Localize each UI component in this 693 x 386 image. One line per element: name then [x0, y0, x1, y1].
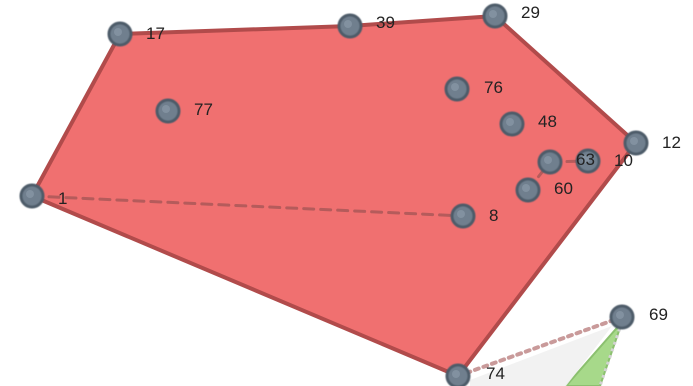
gray-wedge-partial — [470, 326, 612, 386]
node-label-63: 63 — [576, 150, 595, 169]
edge-74-69 — [456, 315, 624, 378]
node-12[interactable] — [623, 130, 649, 156]
edge-1-8 — [30, 194, 465, 218]
node-60-highlight — [522, 184, 530, 192]
node-label-48: 48 — [538, 112, 557, 131]
node-1[interactable] — [19, 183, 45, 209]
labels-layer: 1 17 39 29 12 74 77 76 48 63 10 60 8 69 — [58, 3, 681, 383]
node-label-29: 29 — [521, 3, 540, 22]
node-8[interactable] — [450, 203, 476, 229]
node-label-17: 17 — [146, 24, 165, 43]
node-39[interactable] — [337, 13, 363, 39]
node-29-highlight — [489, 10, 497, 18]
hull-polygon — [30, 14, 638, 378]
node-69-highlight — [616, 311, 624, 319]
node-1-highlight — [26, 190, 34, 198]
node-29[interactable] — [482, 3, 508, 29]
nodes-layer — [19, 3, 649, 386]
node-12-highlight — [630, 137, 638, 145]
node-label-1: 1 — [58, 189, 67, 208]
node-63[interactable] — [537, 149, 563, 175]
node-label-77: 77 — [194, 100, 213, 119]
node-10[interactable] — [575, 148, 601, 174]
node-label-60: 60 — [554, 179, 573, 198]
node-10-highlight — [582, 155, 590, 163]
green-triangle-partial — [564, 321, 623, 386]
node-74[interactable] — [445, 363, 471, 386]
node-label-8: 8 — [489, 206, 498, 225]
node-17[interactable] — [107, 21, 133, 47]
node-48[interactable] — [499, 111, 525, 137]
node-77-highlight — [162, 105, 170, 113]
node-69[interactable] — [609, 304, 635, 330]
node-label-74: 74 — [486, 364, 505, 383]
edge-69-green-side — [598, 321, 624, 386]
node-76-highlight — [451, 83, 459, 91]
node-74-highlight — [452, 370, 460, 378]
node-label-76: 76 — [484, 78, 503, 97]
node-label-69: 69 — [649, 305, 668, 324]
node-63-highlight — [544, 156, 552, 164]
node-76[interactable] — [444, 76, 470, 102]
node-label-39: 39 — [376, 13, 395, 32]
node-17-highlight — [114, 28, 122, 36]
node-8-highlight — [457, 210, 465, 218]
node-label-12: 12 — [662, 133, 681, 152]
node-48-highlight — [506, 118, 514, 126]
node-77[interactable] — [155, 98, 181, 124]
node-39-highlight — [344, 20, 352, 28]
node-60[interactable] — [515, 177, 541, 203]
node-label-10: 10 — [614, 151, 633, 170]
